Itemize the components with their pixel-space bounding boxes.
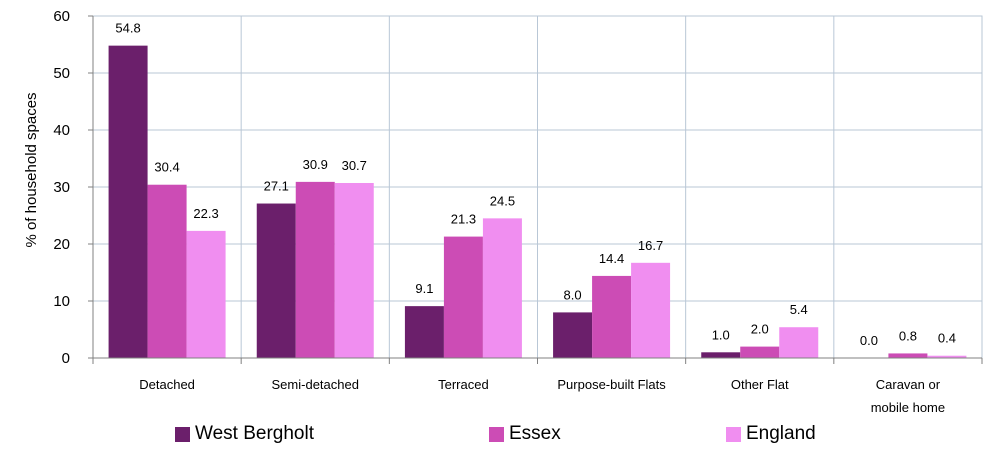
data-label: 1.0 (712, 327, 730, 342)
data-label: 5.4 (790, 302, 808, 317)
x-category-label: Terraced (438, 377, 489, 392)
gridlines (92, 15, 983, 359)
bar (592, 275, 632, 358)
bar (740, 346, 780, 358)
bar (553, 312, 593, 358)
axes (88, 15, 983, 364)
bar (779, 327, 819, 358)
bar (443, 236, 483, 358)
legend: West Bergholt Essex England (0, 423, 987, 451)
data-label: 27.1 (264, 179, 289, 194)
y-axis-title: % of household spaces (23, 92, 40, 247)
y-tick-label: 10 (53, 293, 70, 310)
bars (108, 45, 967, 358)
data-label: 54.8 (115, 21, 140, 36)
data-label: 0.8 (899, 328, 917, 343)
data-label: 24.5 (490, 193, 515, 208)
x-category-label: Detached (139, 377, 195, 392)
data-label: 2.0 (751, 322, 769, 337)
data-label: 21.3 (451, 212, 476, 227)
x-category-label: Semi-detached (272, 377, 359, 392)
data-label: 30.7 (342, 158, 367, 173)
y-tick-label: 50 (53, 65, 70, 82)
legend-label-england: England (746, 423, 816, 444)
bar (482, 218, 522, 358)
data-label: 16.7 (638, 238, 663, 253)
bar (927, 355, 967, 358)
x-category-labels: Detached Semi-detached Terraced Purpose-bui… (139, 377, 945, 415)
bar (108, 45, 148, 358)
bar (404, 306, 444, 358)
legend-item-west-bergholt: West Bergholt (175, 423, 314, 445)
y-tick-label: 40 (53, 122, 70, 139)
data-label: 9.1 (415, 281, 433, 296)
data-label: 30.4 (154, 160, 179, 175)
x-category-label: Other Flat (731, 377, 789, 392)
data-label: 0.0 (860, 333, 878, 348)
bar (334, 183, 374, 358)
data-label: 30.9 (303, 157, 328, 172)
bar (631, 262, 671, 358)
bar (701, 352, 741, 358)
data-label: 8.0 (564, 287, 582, 302)
x-category-label: Caravan or mobile home (871, 377, 945, 415)
data-label: 14.4 (599, 251, 624, 266)
data-label: 0.4 (938, 331, 956, 346)
y-tick-label: 20 (53, 236, 70, 253)
bar (295, 181, 335, 358)
x-category-label: Purpose-built Flats (557, 377, 666, 392)
data-labels: 54.8 27.1 9.1 8.0 1.0 0.0 30.4 30.9 21.3 14.4 2.0 0… (115, 21, 956, 348)
y-tick-label: 30 (53, 179, 70, 196)
legend-swatch-west-bergholt (175, 426, 190, 442)
bar (256, 203, 296, 358)
legend-item-england: England (726, 423, 816, 445)
data-label: 22.3 (193, 206, 218, 221)
bar (888, 353, 928, 358)
legend-label-west-bergholt: West Bergholt (195, 423, 314, 444)
bar (147, 184, 187, 358)
bar (186, 230, 226, 358)
y-tick-label: 0 (62, 350, 70, 367)
y-tick-label: 60 (53, 8, 70, 25)
legend-swatch-essex (489, 426, 504, 442)
legend-swatch-england (726, 426, 741, 442)
y-tick-labels: 0 10 20 30 40 50 60 (53, 8, 70, 367)
legend-item-essex: Essex (489, 423, 561, 445)
legend-label-essex: Essex (509, 423, 561, 444)
